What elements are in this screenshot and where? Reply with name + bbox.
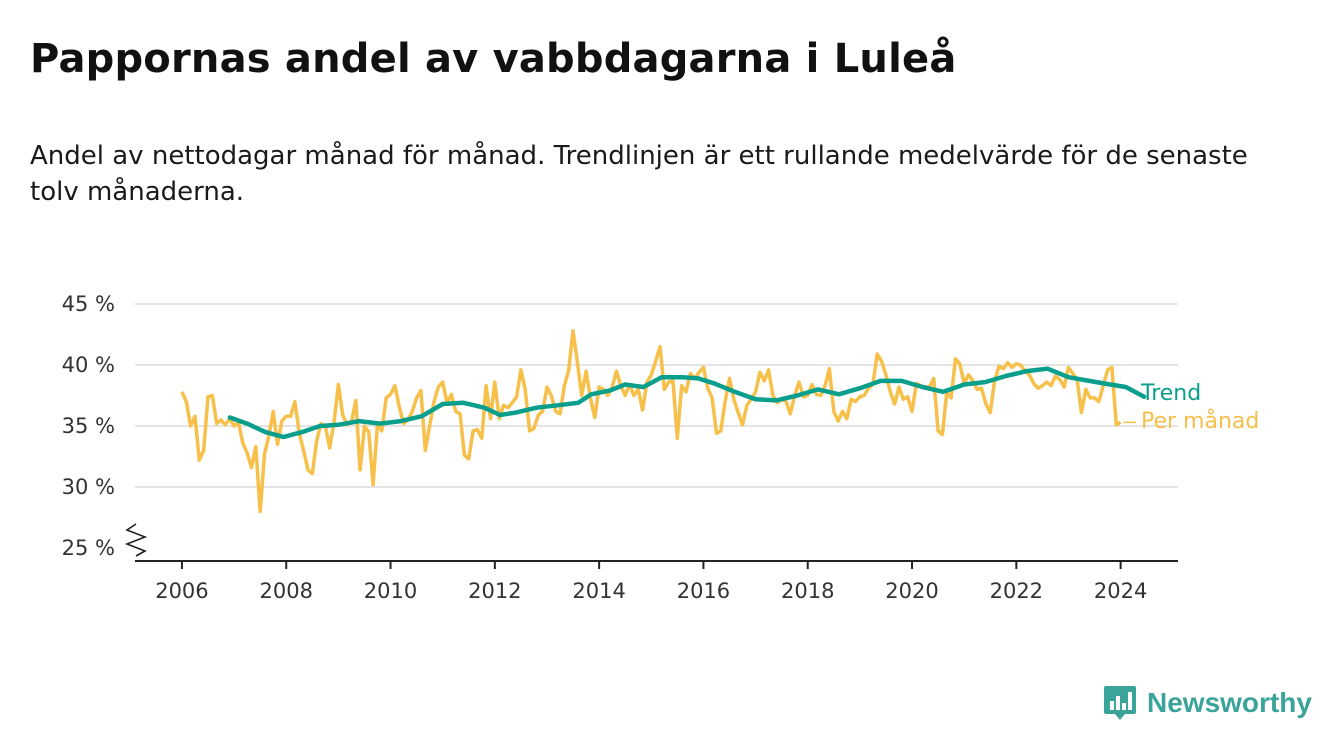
y-tick-label: 45 % [62,292,115,316]
y-tick-label: 30 % [62,475,115,499]
x-tick-label: 2024 [1094,579,1147,603]
series-label-per-manad: Per månad [1141,408,1259,434]
x-tick-label: 2012 [468,579,521,603]
x-tick-label: 2006 [155,579,208,603]
y-tick-label: 25 % [62,536,115,560]
series-line-per-manad [180,329,1122,514]
bar-chart-icon [1104,686,1136,720]
x-tick-label: 2022 [990,579,1043,603]
y-tick-label: 35 % [62,414,115,438]
series-line-trend [227,366,1147,440]
x-tick-label: 2008 [260,579,313,603]
chart-subtitle: Andel av nettodagar månad för månad. Tre… [30,141,1248,207]
x-tick-label: 2016 [677,579,730,603]
grid [135,303,1178,488]
y-axis: 25 % 30 % 35 % 40 % 45 % [62,292,148,560]
series-label-trend: Trend [1140,381,1201,406]
x-tick-label: 2018 [781,579,834,603]
x-tick-label: 2010 [364,579,417,603]
x-axis: 2006 2008 2010 2012 2014 2016 2018 2020 2022 2024 [135,560,1178,603]
x-tick-label: 2020 [885,579,938,603]
axis-break-icon [124,523,148,557]
plot-area [180,329,1147,514]
y-tick-label: 40 % [62,353,115,377]
newsworthy-logo[interactable]: Newsworthy [1103,683,1312,723]
x-tick-label: 2014 [572,579,625,603]
page-title: Pappornas andel av vabbdagarna i Luleå [30,36,957,82]
brand-name: Newsworthy [1147,687,1312,718]
